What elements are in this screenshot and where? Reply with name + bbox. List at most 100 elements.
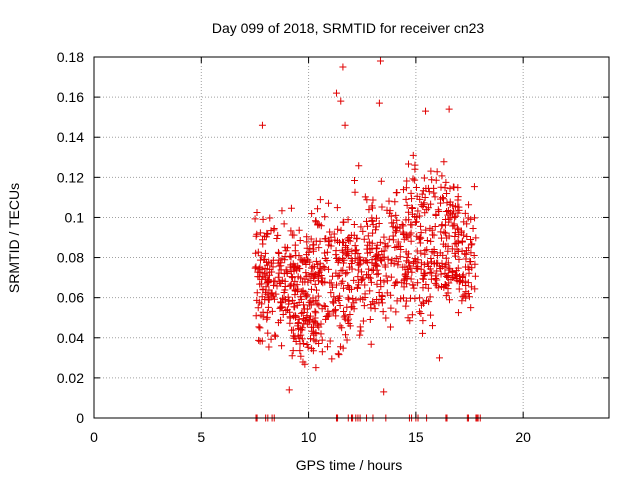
data-point (312, 364, 320, 372)
data-point (399, 263, 407, 271)
data-point (282, 306, 290, 314)
data-point (292, 312, 300, 320)
chart-title: Day 099 of 2018, SRMTID for receiver cn2… (212, 20, 485, 36)
data-point (254, 304, 262, 312)
data-point (354, 266, 362, 274)
data-point (419, 298, 427, 306)
data-point (417, 222, 425, 230)
data-point (321, 264, 329, 272)
x-tick-label: 5 (197, 429, 205, 445)
data-point (307, 301, 315, 309)
data-point (365, 238, 373, 246)
data-point (375, 219, 383, 227)
data-point (314, 261, 322, 269)
data-point (368, 256, 376, 264)
data-point (393, 297, 401, 305)
data-point (279, 310, 287, 318)
data-point (445, 279, 453, 287)
data-point (329, 308, 337, 316)
data-point (315, 301, 323, 309)
data-point (455, 255, 463, 263)
data-point (405, 160, 413, 168)
data-point (380, 253, 388, 261)
data-point (268, 289, 276, 297)
data-point (314, 205, 322, 213)
data-point (387, 304, 395, 312)
data-point (295, 226, 303, 234)
data-point (387, 212, 395, 220)
data-point (291, 311, 299, 319)
data-point (321, 255, 329, 263)
data-point-outlier (339, 63, 347, 71)
data-point (455, 285, 463, 293)
data-point (310, 241, 318, 249)
data-point (417, 201, 425, 209)
data-point (392, 308, 400, 316)
data-point (290, 231, 298, 239)
data-point (402, 195, 410, 203)
data-point (288, 274, 296, 282)
data-point (468, 264, 476, 272)
y-tick-label: 0.06 (57, 290, 84, 306)
data-point (334, 294, 342, 302)
data-point (350, 276, 358, 284)
data-point (288, 352, 296, 360)
data-point (252, 249, 260, 257)
data-point (278, 255, 286, 263)
data-point (366, 274, 374, 282)
data-point (422, 281, 430, 289)
data-point (431, 279, 439, 287)
data-point (283, 270, 291, 278)
data-point (339, 254, 347, 262)
data-point (361, 193, 369, 201)
data-point (459, 271, 467, 279)
data-point (454, 203, 462, 211)
data-point (301, 278, 309, 286)
data-point (407, 229, 415, 237)
data-point (417, 259, 425, 267)
data-point (339, 238, 347, 246)
data-point (274, 231, 282, 239)
data-point (417, 249, 425, 257)
data-point (402, 184, 410, 192)
data-point (357, 223, 365, 231)
data-point (443, 199, 451, 207)
y-tick-labels: 0 0.02 0.04 0.06 0.08 0.1 0.12 0.14 0.16 0.18 (57, 49, 84, 426)
data-point (417, 309, 425, 317)
data-point (287, 282, 295, 290)
data-point (305, 318, 313, 326)
data-point (330, 293, 338, 301)
data-point (454, 239, 462, 247)
data-point (385, 197, 393, 205)
data-point (440, 158, 448, 166)
data-point (292, 337, 300, 345)
data-point (428, 269, 436, 277)
data-point (438, 194, 446, 202)
x-axis-title: GPS time / hours (296, 457, 403, 473)
data-point (353, 283, 361, 291)
data-point-outlier (445, 105, 453, 113)
ticks-layer (93, 56, 609, 419)
data-point (363, 222, 371, 230)
data-point (268, 307, 276, 315)
data-point (314, 220, 322, 228)
data-point (396, 253, 404, 261)
data-point (382, 314, 390, 322)
data-point (455, 206, 463, 214)
data-point (360, 302, 368, 310)
data-point (380, 233, 388, 241)
data-point (411, 165, 419, 173)
data-point (363, 258, 371, 266)
data-point (467, 304, 475, 312)
data-point (424, 204, 432, 212)
data-point (327, 233, 335, 241)
x-tick-label: 10 (301, 429, 317, 445)
data-point (306, 335, 314, 343)
data-point (296, 347, 304, 355)
data-point (406, 317, 414, 325)
data-point (425, 263, 433, 271)
data-point (312, 337, 320, 345)
data-point (312, 237, 320, 245)
data-point (471, 214, 479, 222)
data-point (303, 244, 311, 252)
